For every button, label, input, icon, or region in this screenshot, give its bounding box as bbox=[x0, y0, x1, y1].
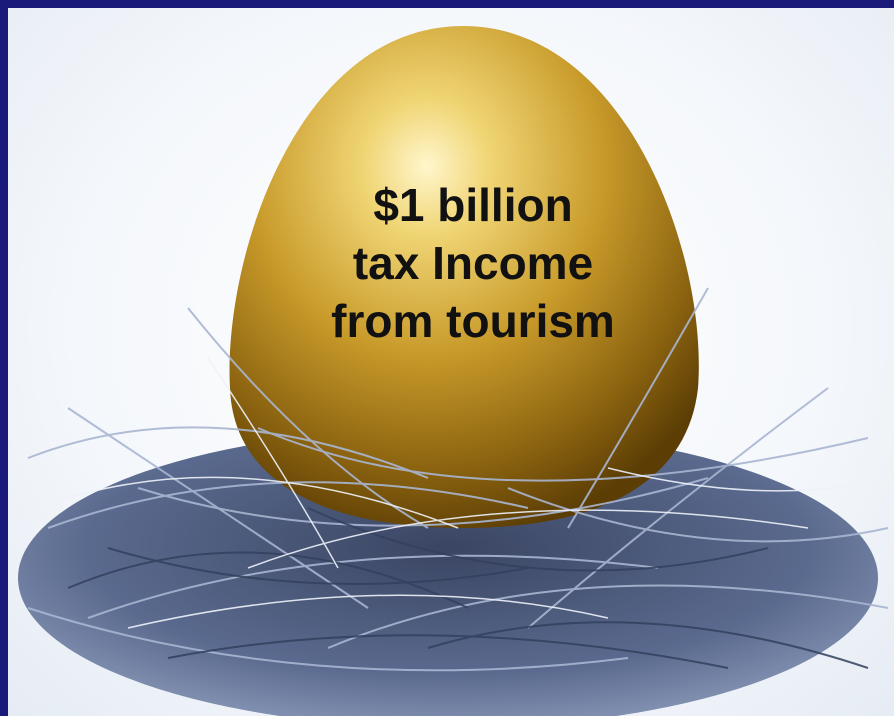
egg-caption: $1 billion tax Income from tourism bbox=[258, 176, 688, 350]
golden-egg bbox=[229, 26, 699, 528]
caption-line-2: tax Income bbox=[352, 237, 594, 289]
nest-twigs-white bbox=[37, 357, 889, 629]
golden-egg-nest-photo: $1 billion tax Income from tourism bbox=[8, 8, 894, 716]
nest-base bbox=[18, 428, 878, 716]
caption-line-1: $1 billion bbox=[373, 179, 573, 231]
caption-line-3: from tourism bbox=[331, 295, 615, 347]
nest-twigs bbox=[27, 287, 889, 672]
golden-egg-nest-illustration bbox=[18, 26, 889, 716]
